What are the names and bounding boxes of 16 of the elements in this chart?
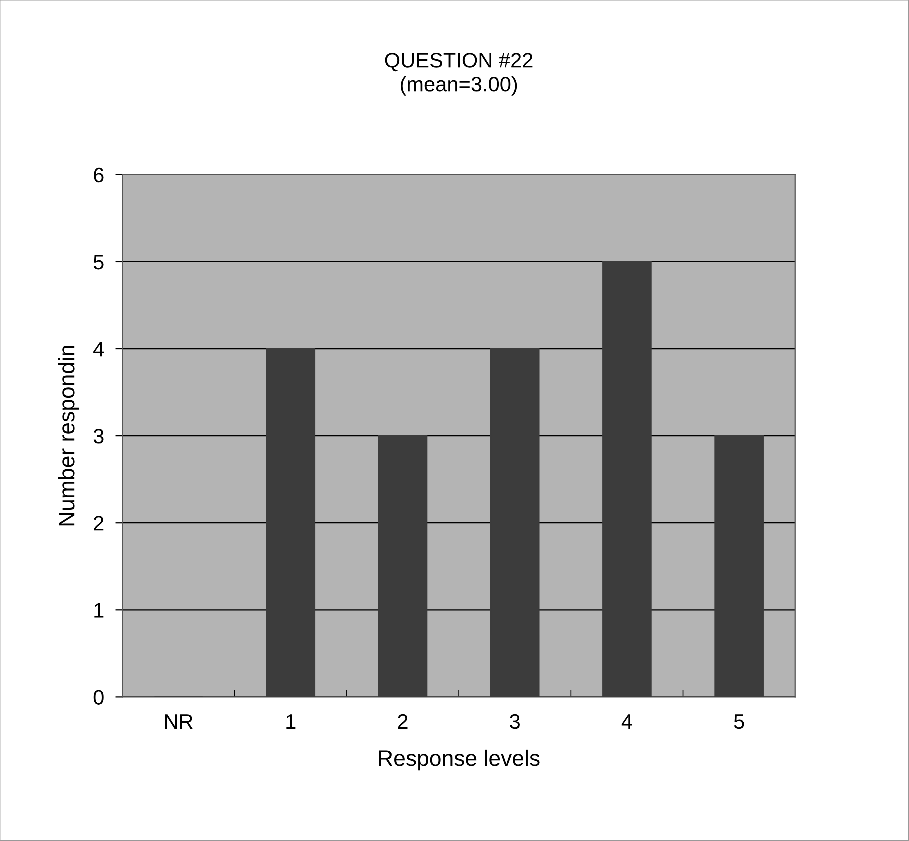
y-tick-label: 1 (94, 603, 104, 618)
x-tick-label: NR (165, 714, 193, 729)
y-tick-label: 6 (94, 168, 104, 183)
x-axis-title: Response levels (379, 750, 540, 771)
y-tick-label: 4 (94, 342, 104, 357)
x-tick-label: 5 (734, 714, 744, 730)
y-tick-label: 5 (94, 255, 104, 270)
y-axis-title: Number respondin (58, 346, 80, 526)
x-tick-label: 3 (510, 714, 520, 730)
x-tick-label: 1 (286, 714, 296, 729)
y-tick-label: 0 (94, 690, 104, 705)
x-tick-label: 2 (398, 714, 408, 729)
x-tick-label: 4 (622, 714, 632, 729)
y-tick-label: 2 (94, 516, 104, 531)
chart-title: QUESTION #22 (mean=3.00) (385, 53, 533, 96)
y-tick-label: 3 (94, 429, 104, 444)
